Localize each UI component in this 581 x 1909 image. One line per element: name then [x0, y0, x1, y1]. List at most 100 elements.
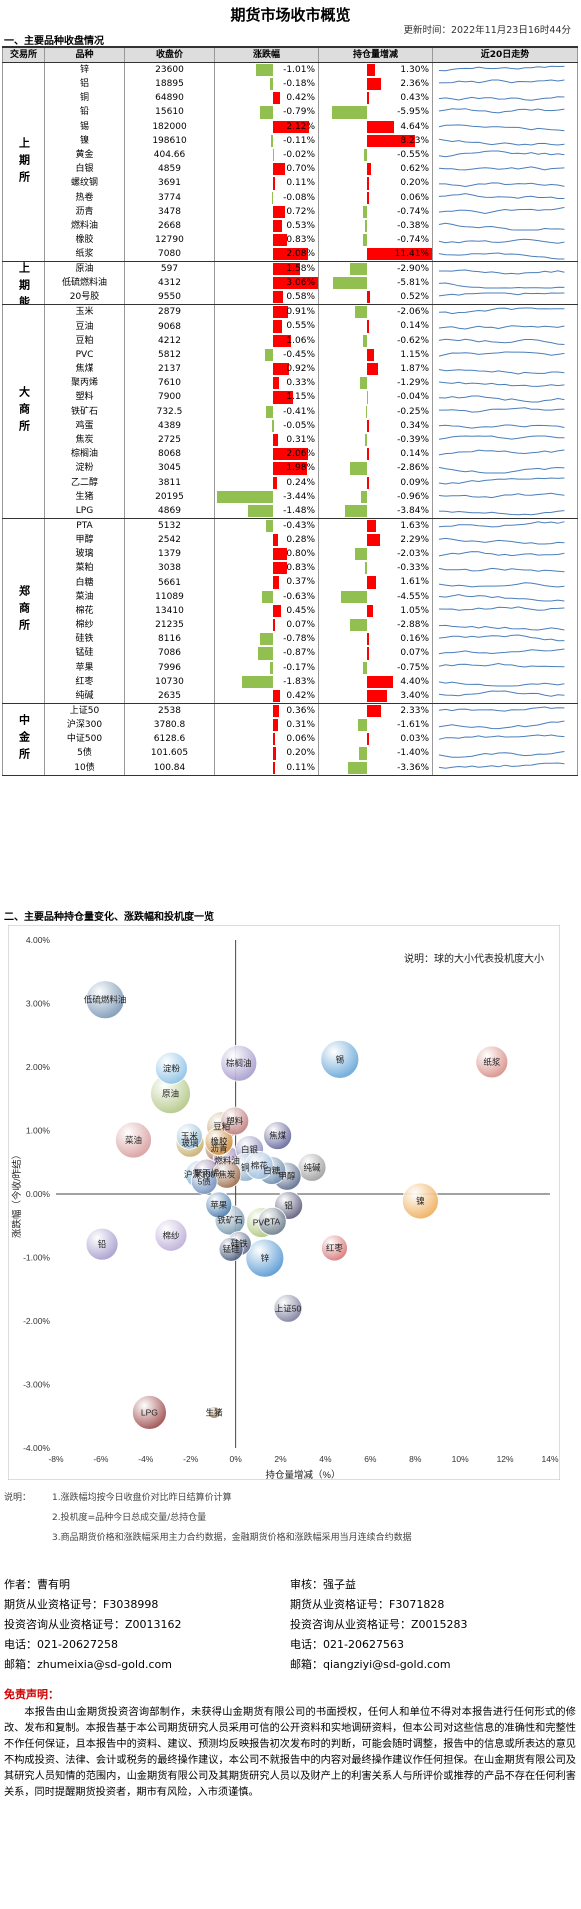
bubble-label: 原油 — [162, 1089, 179, 1099]
bubble-label: 豆粕 — [213, 1122, 230, 1132]
cell-oi-change: -0.55% — [318, 147, 433, 163]
change-bar — [273, 448, 309, 461]
cell-oi-change: 0.14% — [318, 319, 433, 334]
cell-name: 镍 — [44, 133, 125, 148]
change-bar — [265, 519, 273, 532]
x-tick-label: 10% — [452, 1454, 469, 1464]
cell-oi-change: 0.14% — [318, 447, 433, 462]
cell-name: 玉米 — [44, 304, 125, 320]
cell-trend — [432, 390, 578, 405]
change-bar — [273, 619, 275, 632]
x-tick-label: 6% — [364, 1454, 377, 1464]
cell-change: -0.41% — [214, 404, 319, 419]
table-row: 苹果 7996 -0.17% -0.75% — [3, 660, 578, 675]
bubble-point — [85, 980, 125, 1020]
oi-value: 0.14% — [400, 449, 429, 460]
cell-price: 10730 — [124, 674, 215, 689]
cell-oi-change: 1.05% — [318, 603, 433, 618]
oi-value: -1.61% — [397, 719, 429, 730]
table-row: 生猪 20195 -3.44% -0.96% — [3, 489, 578, 504]
cell-trend — [432, 290, 578, 306]
change-value: 0.83% — [286, 563, 315, 574]
trend-sparkline — [439, 269, 565, 275]
bubble-label: 棉纱 — [162, 1230, 180, 1240]
oi-bar — [363, 148, 367, 162]
author-phone: 电话：021-20627258 — [4, 1638, 118, 1651]
change-value: 0.58% — [286, 292, 315, 303]
change-value: 0.45% — [286, 605, 315, 616]
section-title-1: 一、主要品种收盘情况 — [4, 36, 104, 47]
oi-value: -0.04% — [397, 392, 429, 403]
change-bar — [273, 363, 289, 376]
cell-name: 上证50 — [44, 703, 125, 718]
table-row: 白银 4859 0.70% 0.62% — [3, 162, 578, 177]
exchange-label: 郑商所 — [2, 518, 45, 704]
cell-trend — [432, 575, 578, 590]
trend-sparkline — [438, 207, 565, 215]
change-bar — [273, 704, 280, 717]
change-bar — [273, 277, 318, 290]
author-email: 邮箱：zhumeixia@sd-gold.com — [4, 1658, 172, 1671]
cell-name: 焦炭 — [44, 432, 125, 448]
cell-oi-change: 4.40% — [318, 674, 433, 689]
table-row: 棉花 13410 0.45% 1.05% — [3, 603, 578, 618]
oi-value: -0.55% — [397, 149, 429, 160]
cell-oi-change: -2.06% — [318, 304, 433, 320]
change-value: 0.42% — [286, 690, 315, 701]
change-bar — [269, 78, 273, 91]
oi-value: -0.25% — [397, 406, 429, 417]
cell-change: -0.87% — [214, 646, 319, 661]
oi-value: -0.74% — [397, 206, 429, 217]
change-bar — [273, 433, 279, 447]
cell-price: 2668 — [124, 218, 215, 234]
cell-price: 21235 — [124, 618, 215, 633]
oi-value: -5.81% — [397, 278, 429, 289]
cell-trend — [432, 233, 578, 248]
bubble-point — [207, 1406, 221, 1419]
y-tick-label: -4.00% — [23, 1443, 50, 1453]
cell-change: 0.33% — [214, 376, 319, 391]
cell-change: 0.42% — [214, 688, 319, 704]
cell-oi-change: 11.41% — [318, 247, 433, 263]
bubble-label: 铅 — [98, 1239, 107, 1249]
oi-bar — [361, 490, 367, 503]
change-bar — [273, 234, 288, 247]
change-bar — [273, 334, 292, 347]
reviewer-email: 邮箱：qiangziyi@sd-gold.com — [290, 1658, 451, 1671]
change-value: 0.91% — [286, 307, 315, 318]
cell-trend — [432, 717, 578, 733]
cell-change: 0.91% — [214, 304, 319, 320]
trend-sparkline — [438, 663, 565, 668]
trend-sparkline — [438, 150, 565, 157]
cell-trend — [432, 119, 578, 134]
cell-name: 热卷 — [44, 190, 125, 205]
bubble-label: 玻璃 — [182, 1138, 200, 1148]
oi-bar — [367, 675, 393, 688]
bubble-label: 镍 — [416, 1196, 425, 1206]
trend-sparkline — [438, 325, 565, 330]
cell-change: 0.37% — [214, 575, 319, 590]
trend-sparkline — [438, 166, 565, 171]
cell-name: 原油 — [44, 261, 125, 277]
bubble-label: 塑料 — [226, 1116, 244, 1126]
oi-bar — [367, 191, 369, 204]
bubble-point — [263, 1121, 293, 1150]
cell-change: 0.36% — [214, 703, 319, 718]
cell-price: 6128.6 — [124, 732, 215, 747]
trend-sparkline — [438, 124, 565, 132]
cell-trend — [432, 404, 578, 419]
x-tick-label: -6% — [93, 1454, 109, 1464]
table-row: 低硫燃料油 4312 3.06% -5.81% — [3, 276, 578, 291]
bubble-point — [154, 1218, 188, 1252]
cell-oi-change: -0.62% — [318, 333, 433, 348]
change-value: -0.79% — [283, 107, 315, 118]
cell-oi-change: -1.29% — [318, 376, 433, 391]
oi-bar — [365, 562, 367, 575]
bubble-label: 白糖 — [263, 1166, 281, 1176]
oi-value: 0.20% — [400, 178, 429, 189]
cell-trend — [432, 732, 578, 747]
cell-oi-change: 0.52% — [318, 290, 433, 306]
table-row: 5债 101.605 0.20% -1.40% — [3, 746, 578, 761]
y-tick-label: 2.00% — [26, 1062, 51, 1072]
exchange-label: 大商所 — [2, 304, 45, 519]
